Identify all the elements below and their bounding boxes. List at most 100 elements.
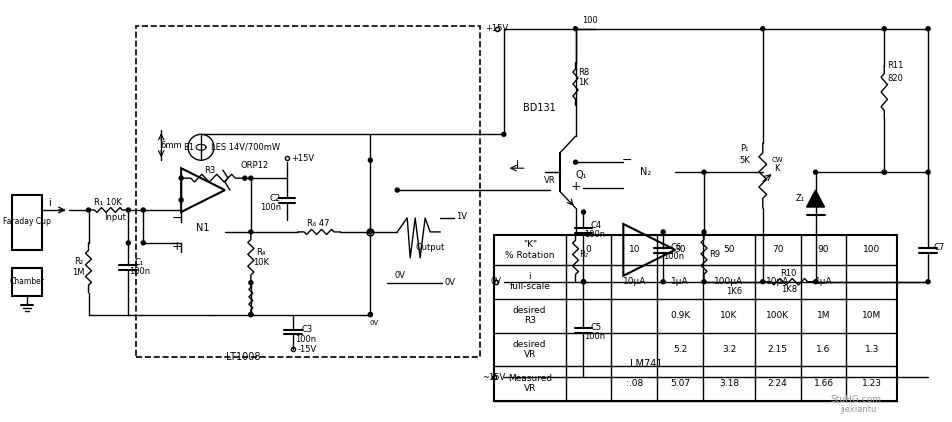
Text: N1: N1 [196, 223, 209, 233]
Text: 0.9K: 0.9K [669, 311, 689, 320]
Text: BD131: BD131 [523, 103, 555, 114]
Circle shape [573, 27, 577, 31]
Text: StuHG.com: StuHG.com [829, 395, 880, 404]
Text: C5: C5 [590, 323, 602, 332]
Circle shape [813, 170, 817, 174]
Bar [11, 195, 42, 250]
Text: 0: 0 [585, 245, 591, 254]
Bar [11, 268, 42, 296]
Text: 50: 50 [723, 245, 734, 254]
Text: Chamber: Chamber [10, 277, 44, 286]
Text: 1V: 1V [456, 212, 467, 222]
Text: 1.6: 1.6 [816, 345, 830, 354]
Text: Measured
VR: Measured VR [507, 374, 551, 393]
Text: "K"
% Rotation: "K" % Rotation [505, 240, 554, 260]
Circle shape [661, 230, 664, 234]
Text: 1.3: 1.3 [863, 345, 878, 354]
Circle shape [248, 281, 252, 285]
Text: 90: 90 [817, 245, 828, 254]
Circle shape [581, 280, 585, 284]
Text: desired
VR: desired VR [512, 340, 545, 359]
Circle shape [882, 170, 885, 174]
Circle shape [179, 176, 183, 180]
Text: C2: C2 [268, 194, 280, 203]
Text: +: + [171, 241, 182, 253]
Text: R9: R9 [708, 250, 720, 260]
Text: R₁ 10K: R₁ 10K [94, 197, 122, 206]
Text: 100μA: 100μA [714, 277, 743, 286]
Polygon shape [805, 190, 823, 207]
Circle shape [248, 313, 252, 316]
Text: 1K8: 1K8 [780, 285, 796, 294]
Text: ~15V: ~15V [482, 373, 505, 382]
Circle shape [368, 313, 372, 316]
Text: 1.66: 1.66 [813, 379, 833, 388]
Text: 100n: 100n [584, 332, 605, 341]
Text: 0V: 0V [490, 277, 501, 286]
Circle shape [248, 313, 252, 316]
Text: C₁: C₁ [134, 258, 144, 267]
Circle shape [368, 230, 372, 234]
Text: 10K: 10K [252, 258, 268, 267]
Circle shape [813, 280, 817, 284]
Text: 5.2: 5.2 [672, 345, 686, 354]
Circle shape [127, 241, 130, 245]
Text: R3: R3 [204, 166, 215, 175]
Text: C7: C7 [932, 243, 943, 252]
Text: 0V: 0V [394, 271, 406, 280]
Text: 1μA: 1μA [670, 277, 688, 286]
Circle shape [702, 230, 705, 234]
Text: :.08: :.08 [625, 379, 643, 388]
Circle shape [882, 170, 885, 174]
Text: +15V: +15V [290, 154, 314, 163]
Circle shape [248, 176, 252, 180]
Text: +: + [570, 180, 581, 192]
Text: ORP12: ORP12 [241, 161, 268, 170]
Text: Input: Input [105, 214, 127, 222]
Text: 1K: 1K [578, 78, 588, 87]
Text: Z₁: Z₁ [795, 194, 804, 203]
Text: R₄: R₄ [256, 248, 266, 257]
Text: LT1008: LT1008 [226, 352, 260, 362]
Text: C3: C3 [302, 325, 313, 334]
Circle shape [925, 170, 929, 174]
Text: R₂: R₂ [74, 257, 83, 266]
Text: 1.23: 1.23 [861, 379, 881, 388]
Text: 100: 100 [863, 245, 880, 254]
Text: 2.24: 2.24 [767, 379, 786, 388]
Text: −: − [171, 211, 182, 225]
Text: 6mm: 6mm [160, 141, 182, 150]
Text: 2.15: 2.15 [767, 345, 787, 354]
Text: 1K6: 1K6 [725, 287, 742, 296]
Circle shape [702, 280, 705, 284]
Text: I: I [516, 160, 519, 170]
Text: 30: 30 [674, 245, 685, 254]
Text: R11: R11 [886, 61, 902, 70]
Text: R₆ 47: R₆ 47 [307, 219, 329, 228]
Circle shape [127, 208, 130, 212]
Text: VR: VR [544, 176, 555, 185]
Text: R₇: R₇ [578, 250, 587, 260]
Text: 100n: 100n [260, 203, 281, 211]
Text: R10: R10 [780, 269, 796, 278]
Bar [136, 26, 480, 357]
Text: 100: 100 [581, 16, 597, 25]
Text: 0V: 0V [444, 278, 455, 287]
Circle shape [368, 158, 372, 162]
Text: CW: CW [771, 157, 783, 163]
Text: K: K [773, 164, 779, 173]
Circle shape [502, 133, 506, 136]
Circle shape [141, 241, 145, 245]
Text: i: i [49, 198, 51, 208]
Text: 5K: 5K [739, 156, 749, 165]
Circle shape [368, 313, 372, 316]
Text: C6: C6 [670, 243, 681, 252]
Text: 1μA: 1μA [814, 277, 831, 286]
Text: 100n: 100n [584, 230, 605, 239]
Text: N₂: N₂ [639, 167, 650, 177]
Text: Q₁: Q₁ [575, 170, 586, 180]
Text: jiexiantu: jiexiantu [840, 405, 876, 414]
Text: −: − [622, 154, 632, 167]
Text: 100n: 100n [663, 252, 684, 261]
Text: 0V: 0V [369, 319, 379, 325]
